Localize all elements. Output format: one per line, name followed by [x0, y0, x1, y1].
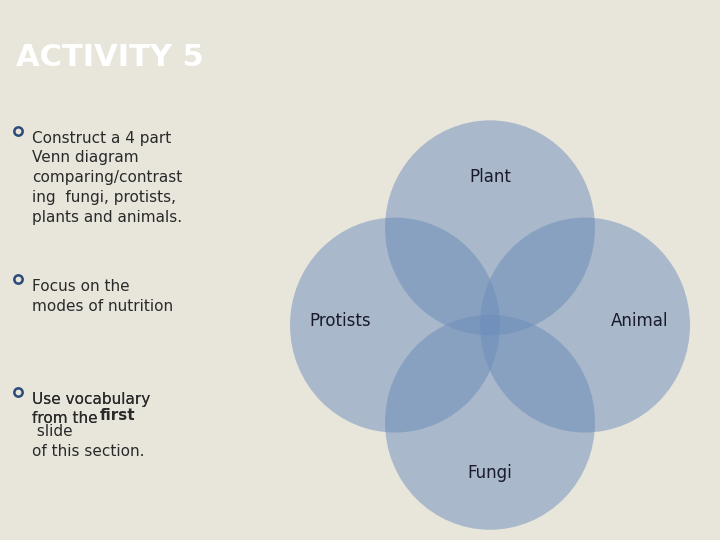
Text: Use vocabulary
from the: Use vocabulary from the — [32, 392, 150, 427]
Text: ACTIVITY 5: ACTIVITY 5 — [16, 43, 204, 72]
Text: Focus on the
modes of nutrition: Focus on the modes of nutrition — [32, 279, 173, 314]
Text: Use vocabulary
from the: Use vocabulary from the — [32, 392, 150, 427]
Ellipse shape — [385, 120, 595, 335]
Text: Construct a 4 part
Venn diagram
comparing/contrast
ing  fungi, protists,
plants : Construct a 4 part Venn diagram comparin… — [32, 131, 182, 225]
Ellipse shape — [290, 218, 500, 433]
Ellipse shape — [480, 218, 690, 433]
Text: Plant: Plant — [469, 167, 511, 186]
Text: first: first — [100, 408, 135, 423]
Text: Fungi: Fungi — [467, 464, 513, 482]
Text: Animal: Animal — [611, 312, 669, 330]
Text: Protists: Protists — [309, 312, 371, 330]
Text: slide
of this section.: slide of this section. — [32, 424, 145, 459]
Ellipse shape — [385, 315, 595, 530]
